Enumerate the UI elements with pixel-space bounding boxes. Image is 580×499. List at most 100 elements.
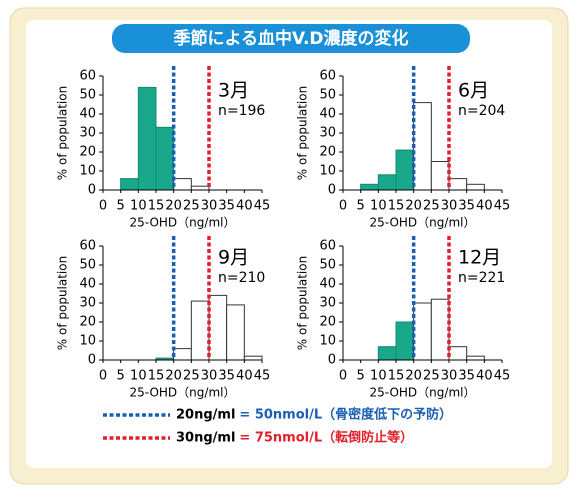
x-tick-label: 40 — [236, 369, 253, 384]
x-tick-label: 15 — [148, 369, 165, 384]
bar — [430, 161, 450, 191]
x-tick-label: 25 — [183, 369, 200, 384]
y-axis-label: % of population — [56, 256, 70, 350]
chart-subtitle: n=210 — [218, 270, 265, 286]
y-tick-label: 60 — [79, 69, 96, 84]
y-tick-label: 60 — [79, 239, 96, 254]
bar — [155, 126, 175, 191]
y-tick-label: 30 — [319, 126, 336, 141]
x-tick-label: 45 — [254, 369, 271, 384]
bar — [466, 183, 485, 191]
x-tick-label: 0 — [99, 369, 107, 384]
y-tick-label: 40 — [79, 277, 96, 292]
bar — [413, 102, 432, 191]
y-tick-label: 0 — [328, 353, 336, 368]
legend-label: 20ng/ml — [176, 408, 235, 423]
y-tick-label: 10 — [79, 164, 96, 179]
x-axis-label: 25-OHD（ng/ml） — [370, 216, 476, 230]
x-tick-label: 20 — [405, 199, 422, 214]
chart-title: 12月 — [458, 247, 501, 269]
legend-note: = 75nmol/L（転倒防止等） — [239, 430, 413, 446]
x-tick-label: 40 — [476, 369, 493, 384]
x-axis-label: 25-OHD（ng/ml） — [130, 386, 236, 400]
chart-title: 3月 — [218, 80, 249, 102]
chart-subtitle: n=204 — [458, 103, 505, 119]
y-tick-label: 60 — [319, 69, 336, 84]
x-tick-label: 15 — [148, 199, 165, 214]
x-tick-label: 5 — [117, 369, 125, 384]
x-tick-label: 10 — [370, 199, 387, 214]
bar — [173, 178, 192, 191]
x-tick-label: 15 — [388, 199, 405, 214]
y-tick-label: 40 — [319, 107, 336, 122]
y-axis-label: % of population — [296, 86, 310, 180]
y-tick-label: 30 — [79, 126, 96, 141]
x-axis-label: 25-OHD（ng/ml） — [370, 386, 476, 400]
title-banner — [112, 24, 470, 53]
bar — [208, 294, 228, 361]
x-tick-label: 5 — [117, 199, 125, 214]
bar — [190, 300, 210, 361]
x-tick-label: 30 — [201, 199, 218, 214]
x-tick-label: 45 — [494, 199, 511, 214]
chart-title: 6月 — [458, 80, 489, 102]
bar — [173, 348, 192, 361]
y-tick-label: 50 — [79, 88, 96, 103]
x-tick-label: 35 — [458, 199, 475, 214]
y-tick-label: 40 — [79, 107, 96, 122]
x-tick-label: 0 — [99, 199, 107, 214]
x-tick-label: 20 — [165, 199, 182, 214]
y-tick-label: 0 — [328, 183, 336, 198]
bar — [430, 298, 450, 361]
x-tick-label: 35 — [458, 369, 475, 384]
y-tick-label: 40 — [319, 277, 336, 292]
x-tick-label: 25 — [423, 199, 440, 214]
x-tick-label: 20 — [405, 369, 422, 384]
y-tick-label: 0 — [88, 183, 96, 198]
y-axis-label: % of population — [296, 256, 310, 350]
x-tick-label: 20 — [165, 369, 182, 384]
bar — [190, 185, 210, 191]
y-tick-label: 10 — [319, 164, 336, 179]
bar — [395, 321, 415, 361]
x-axis-label: 25-OHD（ng/ml） — [130, 216, 236, 230]
bar — [137, 86, 157, 191]
chart-subtitle: n=196 — [218, 103, 265, 119]
y-tick-label: 30 — [319, 296, 336, 311]
bar — [413, 302, 432, 361]
y-tick-label: 20 — [79, 315, 96, 330]
bar — [120, 178, 139, 191]
y-tick-label: 20 — [319, 315, 336, 330]
y-tick-label: 10 — [319, 334, 336, 349]
x-tick-label: 45 — [254, 199, 271, 214]
y-tick-label: 10 — [79, 334, 96, 349]
x-tick-label: 10 — [130, 369, 147, 384]
title: 季節による血中V.D濃度の変化 — [173, 28, 408, 49]
bar — [377, 346, 397, 361]
y-tick-label: 60 — [319, 239, 336, 254]
x-tick-label: 45 — [494, 369, 511, 384]
x-tick-label: 0 — [339, 199, 347, 214]
legend-note: = 50nmol/L（骨密度低下の予防） — [239, 407, 452, 423]
x-tick-label: 40 — [236, 199, 253, 214]
bar — [395, 149, 415, 191]
x-tick-label: 25 — [183, 199, 200, 214]
x-tick-label: 10 — [130, 199, 147, 214]
x-tick-label: 35 — [218, 199, 235, 214]
y-tick-label: 50 — [319, 258, 336, 273]
chart-subtitle: n=221 — [458, 270, 505, 286]
y-tick-label: 30 — [79, 296, 96, 311]
y-tick-label: 0 — [88, 353, 96, 368]
bar — [377, 174, 397, 191]
x-tick-label: 30 — [201, 369, 218, 384]
x-tick-label: 0 — [339, 369, 347, 384]
y-tick-label: 20 — [79, 145, 96, 160]
bar — [466, 355, 485, 361]
chart-title: 9月 — [218, 247, 249, 269]
x-tick-label: 30 — [441, 369, 458, 384]
x-tick-label: 30 — [441, 199, 458, 214]
bar — [243, 355, 263, 361]
x-tick-label: 5 — [357, 369, 365, 384]
bar — [448, 346, 468, 361]
